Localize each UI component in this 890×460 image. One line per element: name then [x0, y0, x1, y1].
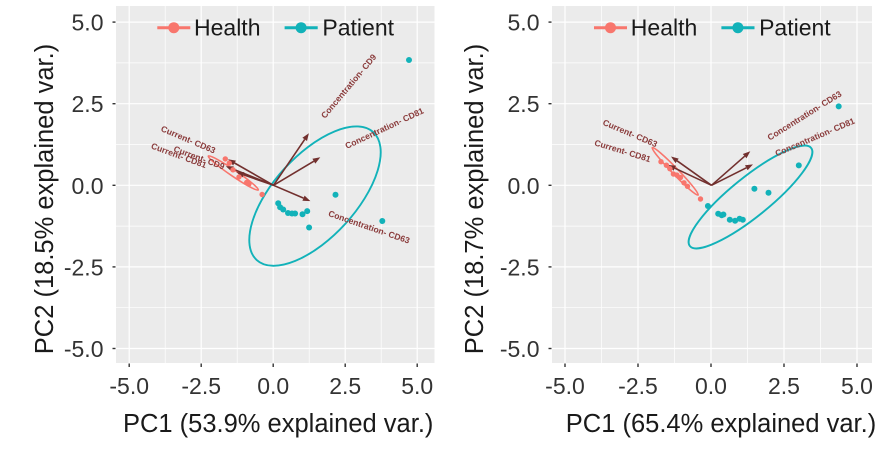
svg-text:-2.5: -2.5	[500, 254, 540, 280]
svg-text:-2.5: -2.5	[64, 254, 104, 280]
svg-text:PC1 (65.4% explained var.): PC1 (65.4% explained var.)	[566, 410, 876, 438]
svg-text:Health: Health	[631, 14, 697, 40]
svg-text:PC2 (18.7% explained var.): PC2 (18.7% explained var.)	[461, 44, 489, 354]
svg-text:0.0: 0.0	[508, 173, 540, 199]
svg-text:-5.0: -5.0	[109, 373, 149, 399]
svg-text:-2.5: -2.5	[181, 373, 221, 399]
svg-text:2.5: 2.5	[329, 373, 361, 399]
svg-text:-5.0: -5.0	[64, 336, 104, 362]
svg-text:-5.0: -5.0	[500, 336, 540, 362]
svg-text:-2.5: -2.5	[618, 373, 658, 399]
svg-text:Health: Health	[194, 14, 260, 40]
svg-text:5.0: 5.0	[841, 373, 873, 399]
svg-text:Patient: Patient	[759, 14, 831, 40]
svg-text:5.0: 5.0	[508, 10, 540, 36]
svg-text:0.0: 0.0	[257, 373, 289, 399]
svg-text:2.5: 2.5	[72, 91, 104, 117]
svg-text:0.0: 0.0	[695, 373, 727, 399]
svg-text:-5.0: -5.0	[545, 373, 585, 399]
svg-text:Patient: Patient	[322, 14, 394, 40]
svg-text:2.5: 2.5	[508, 91, 540, 117]
svg-text:PC2 (18.5% explained var.): PC2 (18.5% explained var.)	[31, 44, 59, 354]
svg-text:5.0: 5.0	[72, 10, 104, 36]
svg-text:2.5: 2.5	[768, 373, 800, 399]
svg-text:5.0: 5.0	[401, 373, 433, 399]
svg-text:PC1 (53.9% explained var.): PC1 (53.9% explained var.)	[123, 410, 433, 438]
svg-text:0.0: 0.0	[72, 173, 104, 199]
